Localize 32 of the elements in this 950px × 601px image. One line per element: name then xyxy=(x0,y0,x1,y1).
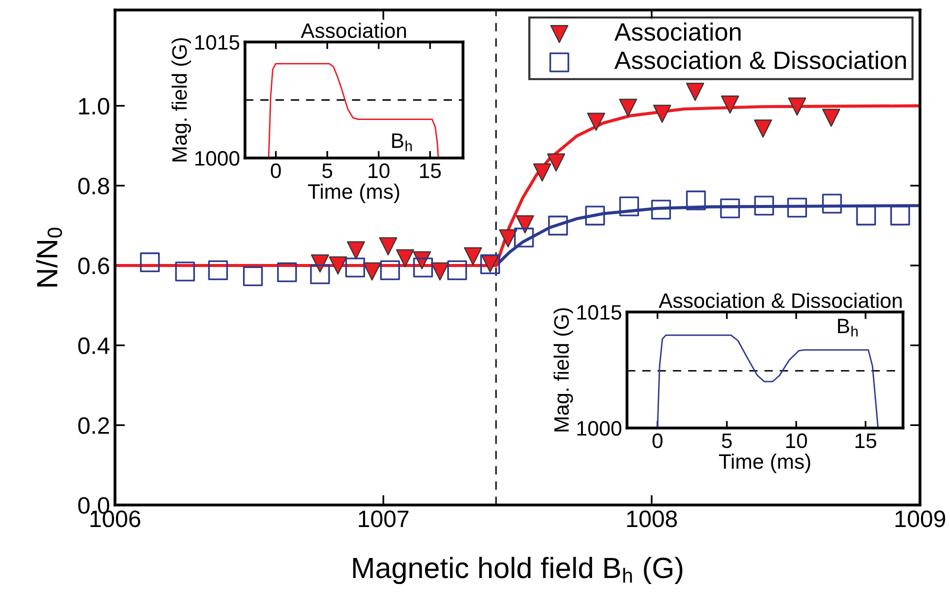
chart-title: Association xyxy=(300,22,406,38)
y-tick-label: 0.4 xyxy=(78,337,110,354)
x-tick-label: 15 xyxy=(420,164,441,178)
y-axis-title: Mag. field (G) xyxy=(554,308,574,432)
chart-title: Association & Dissociation xyxy=(658,292,902,308)
y-tick-label: 0.2 xyxy=(78,417,109,434)
y-tick-label: 0.6 xyxy=(78,258,110,274)
y-tick-label: 1015 xyxy=(577,305,622,320)
x-tick-label: 0 xyxy=(270,163,281,178)
x-axis-title: Time (ms) xyxy=(308,184,400,204)
annotation: B$_{h}$ xyxy=(838,318,858,336)
annotation: B$_{h}$ xyxy=(392,134,412,152)
y-tick-label: 1.0 xyxy=(79,98,110,115)
legend-label: Association & Dissociation xyxy=(614,50,906,70)
y-axis-title: Mag. field (G) xyxy=(172,38,192,162)
x-tick-label: 1009 xyxy=(896,510,946,528)
x-tick-label: 0 xyxy=(652,433,662,448)
legend-label: Association xyxy=(614,22,741,41)
y-tick-label: 1015 xyxy=(195,35,240,50)
x-tick-label: 5 xyxy=(722,434,732,448)
y-tick-label: 1000 xyxy=(195,151,240,166)
y-tick-label: 1000 xyxy=(577,421,622,436)
x-tick-label: 1007 xyxy=(358,510,408,528)
y-axis-title: N/N$_{0}$ xyxy=(36,228,62,286)
x-tick-label: 10 xyxy=(786,433,807,448)
x-tick-label: 15 xyxy=(856,434,876,448)
x-axis-title: Magnetic hold field B$_{h}$ (G) xyxy=(353,556,682,584)
y-tick-label: 0.8 xyxy=(78,178,110,194)
x-tick-label: 5 xyxy=(322,164,332,178)
x-tick-label: 1008 xyxy=(627,510,677,528)
x-tick-label: 10 xyxy=(368,163,390,178)
x-axis-title: Time (ms) xyxy=(718,454,810,474)
